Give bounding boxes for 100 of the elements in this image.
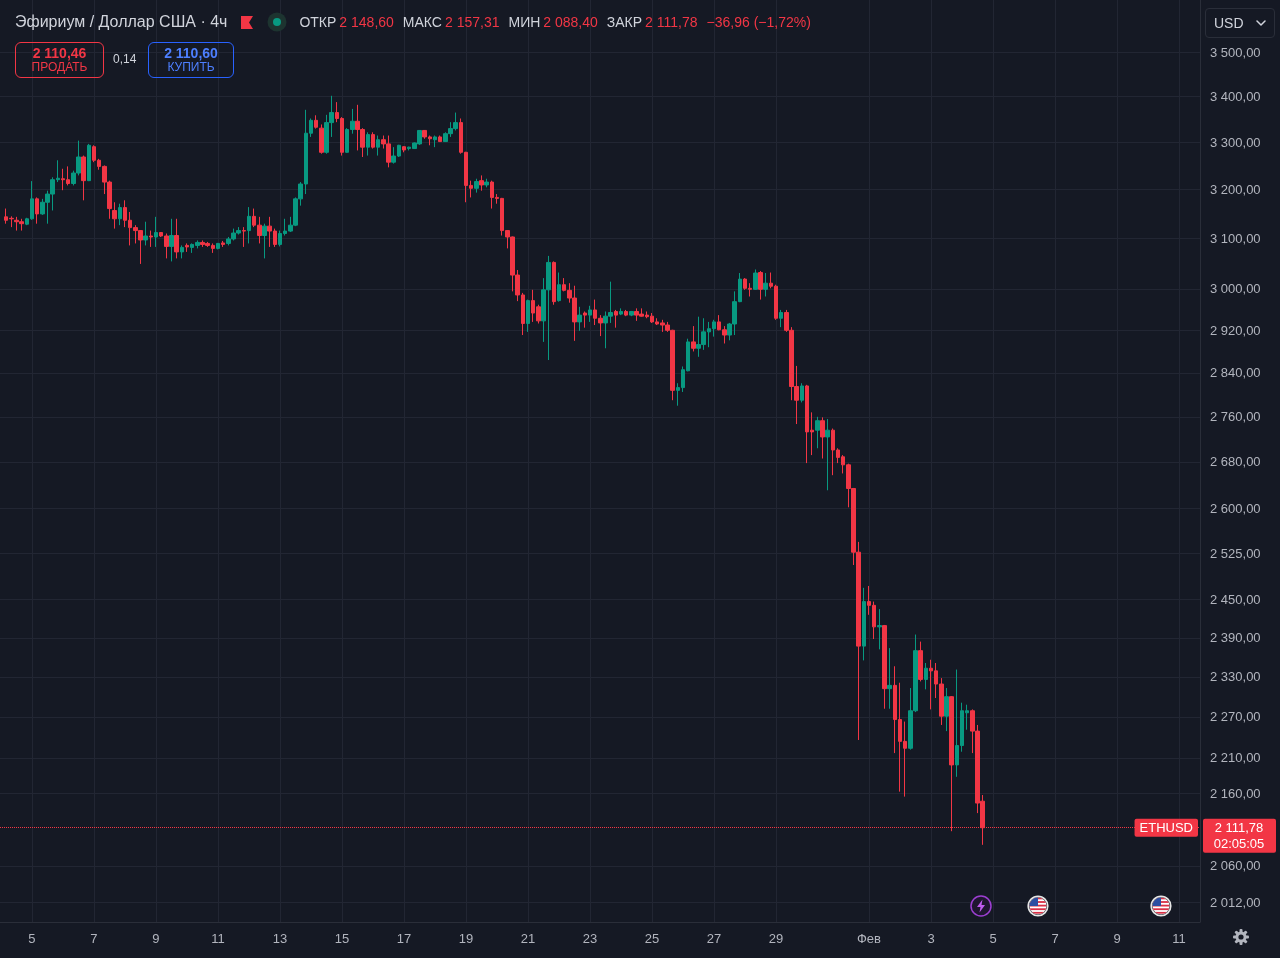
candlestick — [815, 416, 820, 449]
x-tick-label: 7 — [90, 931, 98, 946]
x-tick-label: Фев — [856, 931, 882, 946]
candlestick — [402, 145, 406, 153]
candlestick — [221, 240, 225, 248]
annotation: КУПИТЬ — [167, 60, 215, 75]
annotation: ЗАКР — [606, 14, 643, 30]
candlestick — [753, 268, 758, 291]
sell-button: 2 110,46 ПРОДАТЬ — [15, 42, 104, 78]
candlestick — [691, 325, 696, 352]
x-tick-label: 21 — [520, 931, 536, 946]
annotation: 2 110,46 — [32, 45, 87, 62]
annotation: 2 111,78 — [645, 14, 698, 30]
candlestick — [35, 196, 39, 225]
text: 2 111,78 — [1214, 820, 1264, 836]
candlestick — [433, 135, 437, 148]
candlestick — [619, 307, 623, 316]
candlestick — [118, 203, 122, 226]
y-tick-label: 2 060,00 — [1210, 858, 1261, 874]
y-tick-label: 3 300,00 — [1210, 135, 1261, 150]
candlestick — [247, 206, 251, 244]
ref-line-label: ETHUSD — [1139, 820, 1193, 836]
candlestick — [479, 174, 484, 192]
y-tick-label: 2 160,00 — [1210, 785, 1261, 801]
candlestick — [526, 299, 530, 333]
candlestick — [371, 131, 375, 150]
candlestick — [577, 306, 582, 332]
annotation: 2 110,60 — [164, 45, 218, 62]
x-tick-label: 15 — [334, 931, 350, 946]
y-tick-label: 2 680,00 — [1210, 454, 1261, 470]
candlestick — [366, 131, 370, 157]
x-tick-label: 9 — [1113, 931, 1121, 946]
candlestick — [758, 270, 763, 301]
annotation: 2 088,40 — [543, 14, 598, 30]
x-tick-label: 5 — [989, 931, 997, 946]
x-tick-label: 11 — [1172, 931, 1186, 946]
x-tick-label: 19 — [458, 931, 474, 946]
annotation: ПРОДАТЬ — [31, 60, 88, 75]
candlestick — [557, 272, 561, 303]
y-tick-label: 2 270,00 — [1210, 709, 1261, 725]
y-tick-label: 2 600,00 — [1210, 500, 1261, 516]
x-tick-label: 3 — [927, 931, 935, 946]
x-tick-label: 5 — [28, 931, 36, 946]
x-tick-label: 17 — [396, 931, 412, 946]
candlestick — [887, 647, 892, 710]
candlestick — [882, 624, 887, 710]
x-tick-label: 9 — [152, 931, 160, 946]
candlestick — [180, 244, 184, 259]
candlestick — [552, 260, 556, 306]
y-tick-label: 2 450,00 — [1210, 592, 1261, 608]
candlestick — [779, 309, 783, 328]
candlestick — [143, 221, 148, 246]
text: 02:05:05 — [1213, 836, 1265, 852]
y-tick-label: 2 525,00 — [1210, 545, 1261, 561]
buy-button: 2 110,60 КУПИТЬ — [148, 42, 234, 78]
candlestick — [763, 272, 768, 297]
candlestick — [924, 662, 928, 690]
y-tick-label: 2 210,00 — [1210, 750, 1261, 766]
y-tick-label: 2 760,00 — [1210, 409, 1261, 425]
candlestick — [474, 178, 479, 194]
y-tick-label: 2 330,00 — [1210, 669, 1261, 685]
candlestick — [154, 216, 158, 248]
candlestick — [918, 641, 923, 682]
candlestick — [81, 155, 86, 201]
candlestick — [185, 242, 189, 253]
candlestick — [216, 242, 220, 250]
y-tick-label: 3 200,00 — [1210, 182, 1261, 198]
y-tick-label: 3 500,00 — [1210, 44, 1261, 60]
candlestick — [262, 223, 267, 259]
x-tick-label: 27 — [706, 931, 722, 946]
candlestick — [174, 218, 179, 259]
annotation: ОТКР — [299, 14, 337, 30]
candlestick — [820, 416, 825, 460]
annotation: 2 157,31 — [444, 14, 500, 30]
annotation: 0,14 — [113, 52, 137, 66]
candlestick — [629, 310, 634, 317]
y-tick-label: 2 840,00 — [1210, 365, 1261, 381]
y-tick-label: 3 100,00 — [1210, 230, 1261, 246]
candlestick — [169, 218, 174, 262]
candlestick — [944, 687, 949, 732]
x-tick-label: 29 — [768, 931, 784, 946]
annotation: −36,96 (−1,72%) — [706, 14, 811, 30]
x-tick-label: 7 — [1051, 931, 1059, 946]
y-tick-label: 3 000,00 — [1210, 281, 1261, 297]
x-tick-label: 11 — [211, 931, 225, 946]
x-tick-label: 23 — [582, 931, 598, 946]
annotation: 2 148,60 — [339, 14, 394, 30]
candlestick — [583, 310, 587, 329]
x-tick-label: 13 — [272, 931, 288, 946]
candlestick — [242, 226, 246, 248]
candlestick — [825, 418, 830, 491]
candlestick — [614, 309, 618, 329]
currency-dropdown: USD — [1205, 8, 1275, 38]
x-tick-label: 25 — [644, 931, 660, 946]
candlestick — [588, 305, 592, 323]
annotation: МИН — [508, 14, 541, 30]
candlestick — [800, 382, 804, 403]
candlestick — [484, 178, 489, 188]
candlestick — [438, 135, 442, 143]
y-tick-label: 2 920,00 — [1210, 322, 1261, 338]
